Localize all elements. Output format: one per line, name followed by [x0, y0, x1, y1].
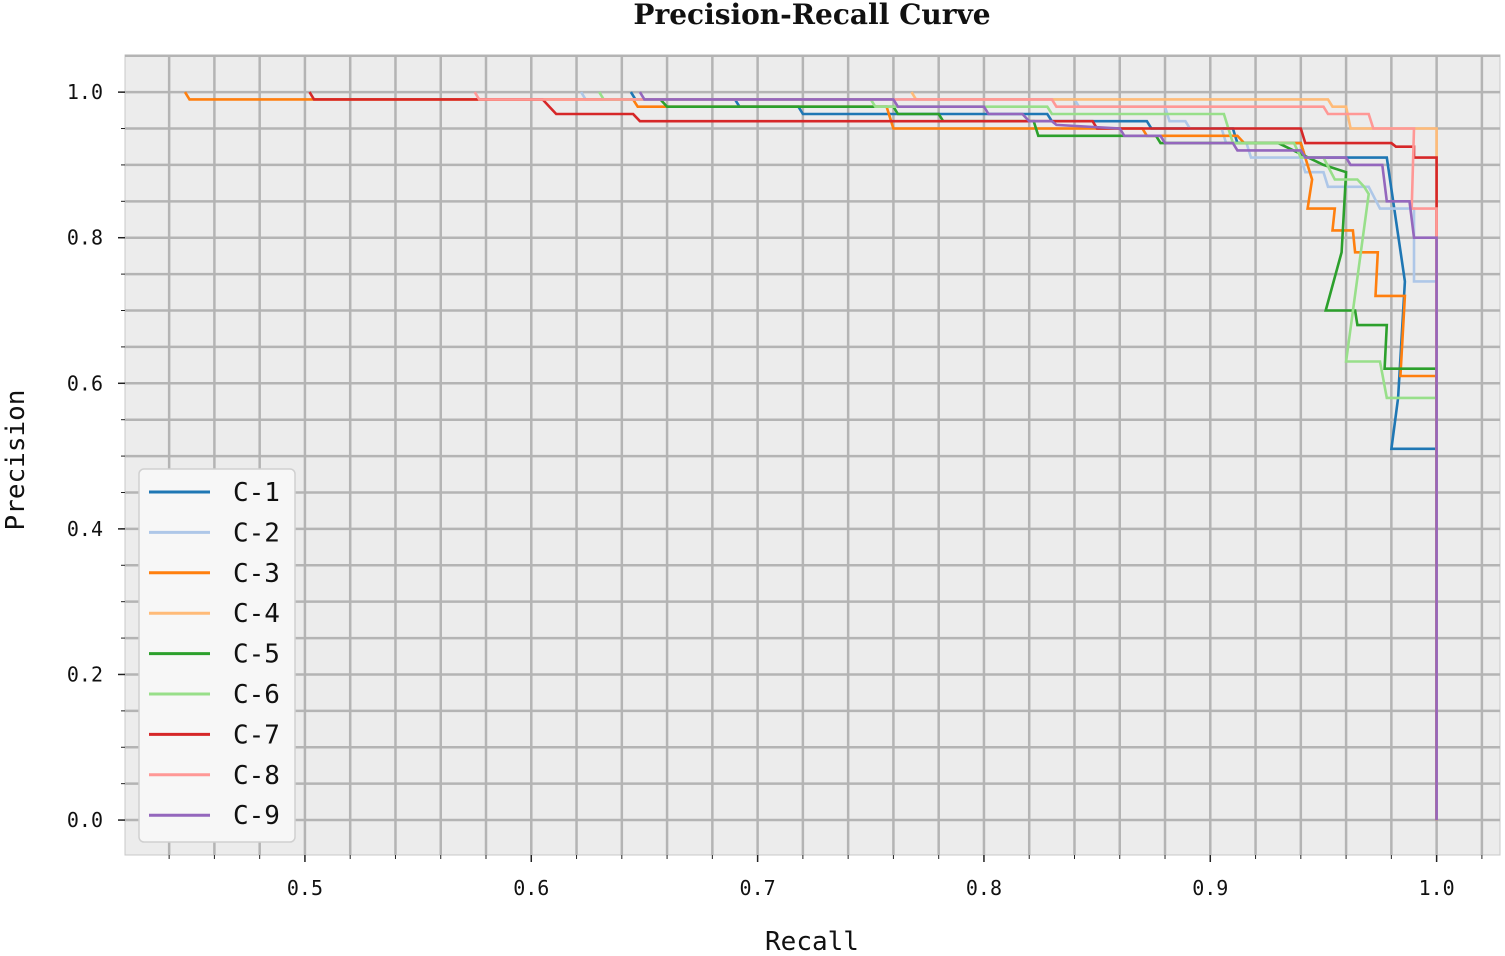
- legend-label: C-8: [233, 761, 280, 791]
- series-group: [183, 91, 1438, 821]
- legend-label: C-3: [233, 559, 280, 589]
- y-tick-label: 0.0: [67, 808, 103, 832]
- x-axis-label: Recall: [765, 927, 859, 956]
- x-tick-label: 0.6: [513, 876, 549, 900]
- legend-item: C-8: [149, 761, 280, 791]
- legend-label: C-5: [233, 640, 280, 670]
- legend: C-1 C-2 C-3 C-4 C-5 C-6 C-7 C-8 C-9: [138, 468, 296, 843]
- y-tick-label: 0.8: [67, 226, 103, 250]
- x-tick-label: 0.5: [287, 876, 323, 900]
- series-line-c-9: [638, 91, 1438, 821]
- legend-item: C-1: [149, 478, 280, 508]
- legend-item: C-4: [149, 599, 280, 629]
- legend-item: C-3: [149, 559, 280, 589]
- y-axis-label: Precision: [1, 390, 31, 531]
- axis-ticks: 0.5 0.6 0.7 0.8 0.9 1.0 0.0 0.2 0.4 0.6 0.8 1.0: [67, 80, 1483, 900]
- legend-box: [138, 468, 296, 843]
- y-tick-label: 1.0: [67, 80, 103, 104]
- chart-title: Precision-Recall Curve: [633, 0, 990, 31]
- legend-item: C-5: [149, 640, 280, 670]
- legend-label: C-6: [233, 680, 280, 710]
- y-tick-label: 0.4: [67, 517, 103, 541]
- legend-item: C-6: [149, 680, 280, 710]
- x-tick-label: 1.0: [1419, 876, 1455, 900]
- legend-item: C-2: [149, 518, 280, 548]
- series-line-c-8: [473, 91, 1438, 821]
- y-tick-label: 0.6: [67, 371, 103, 395]
- legend-label: C-9: [233, 801, 280, 831]
- x-tick-label: 0.7: [740, 876, 776, 900]
- legend-label: C-7: [233, 720, 280, 750]
- legend-label: C-1: [233, 478, 280, 508]
- x-tick-label: 0.8: [966, 876, 1002, 900]
- y-tick-label: 0.2: [67, 662, 103, 686]
- legend-label: C-4: [233, 599, 280, 629]
- legend-item: C-7: [149, 720, 280, 750]
- x-tick-label: 0.9: [1192, 876, 1228, 900]
- legend-label: C-2: [233, 518, 280, 548]
- legend-item: C-9: [149, 801, 280, 831]
